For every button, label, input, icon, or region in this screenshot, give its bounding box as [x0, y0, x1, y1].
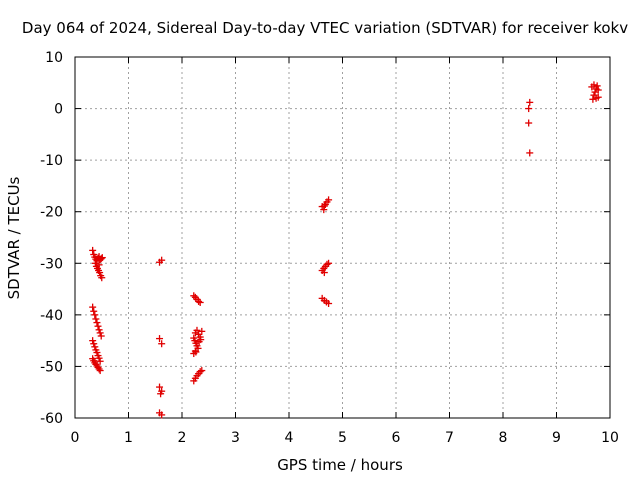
- data-point: [89, 303, 97, 311]
- data-point: [95, 354, 103, 362]
- y-tick-label: -30: [40, 256, 63, 272]
- data-point: [589, 95, 597, 103]
- data-point: [98, 274, 106, 282]
- data-point: [97, 332, 105, 340]
- data-point: [93, 319, 101, 327]
- x-tick-label: 9: [552, 430, 561, 446]
- data-point: [323, 260, 331, 268]
- axis-ticks: [74, 56, 611, 419]
- data-point: [158, 411, 166, 419]
- x-tick-label: 5: [338, 430, 347, 446]
- data-point: [93, 349, 101, 357]
- data-point: [98, 254, 106, 262]
- x-tick-label: 3: [231, 430, 240, 446]
- x-axis-title: GPS time / hours: [277, 456, 403, 474]
- data-point: [195, 297, 203, 305]
- data-point: [95, 365, 103, 373]
- x-tick-label: 4: [285, 430, 294, 446]
- x-tick-label: 10: [601, 430, 619, 446]
- y-tick-label: -50: [40, 359, 63, 375]
- data-point: [89, 337, 97, 345]
- chart-title: Day 064 of 2024, Sidereal Day-to-day VTE…: [22, 19, 628, 37]
- data-point: [526, 98, 534, 106]
- data-point: [94, 322, 102, 330]
- data-point: [198, 327, 206, 335]
- data-point: [95, 261, 103, 269]
- data-point: [91, 343, 99, 351]
- data-point: [92, 315, 100, 323]
- data-point: [525, 119, 533, 127]
- data-point: [192, 348, 200, 356]
- grid: [75, 57, 610, 418]
- data-point: [96, 329, 104, 337]
- x-tick-label: 0: [71, 430, 80, 446]
- data-point: [158, 340, 166, 348]
- data-point: [196, 368, 204, 376]
- y-tick-label: 0: [54, 102, 63, 118]
- data-point: [526, 149, 534, 157]
- data-point: [157, 390, 165, 398]
- data-point: [320, 202, 328, 210]
- y-tick-labels: -60 -50 -40 -30 -20 -10 0 10: [40, 50, 63, 427]
- y-tick-label: -10: [40, 153, 63, 169]
- x-tick-label: 8: [499, 430, 508, 446]
- y-tick-label: 10: [45, 50, 63, 66]
- data-point: [593, 82, 601, 90]
- data-point: [156, 335, 164, 343]
- x-tick-labels: 0 1 2 3 4 5 6 7 8 9 10: [71, 430, 619, 446]
- x-tick-label: 7: [445, 430, 454, 446]
- y-tick-label: -20: [40, 205, 63, 221]
- data-point: [156, 383, 164, 391]
- data-point: [91, 259, 99, 267]
- data-point: [90, 340, 98, 348]
- y-tick-label: -40: [40, 308, 63, 324]
- data-point: [325, 259, 333, 267]
- y-axis-title: SDTVAR / TECUs: [5, 176, 23, 299]
- data-point: [592, 94, 600, 102]
- data-points: [89, 81, 602, 419]
- data-point: [190, 292, 198, 300]
- data-point: [158, 256, 166, 264]
- data-point: [525, 105, 533, 113]
- data-point: [90, 307, 98, 315]
- x-tick-label: 1: [124, 430, 133, 446]
- data-point: [198, 367, 206, 375]
- data-point: [96, 357, 104, 365]
- x-tick-label: 6: [392, 430, 401, 446]
- x-tick-label: 2: [178, 430, 187, 446]
- y-tick-label: -60: [40, 411, 63, 427]
- data-point: [193, 326, 201, 334]
- data-point: [96, 367, 104, 375]
- data-point: [89, 246, 97, 254]
- data-point: [325, 196, 333, 204]
- data-point: [91, 311, 99, 319]
- data-point: [325, 300, 333, 308]
- data-point: [197, 336, 205, 344]
- data-point: [97, 255, 105, 263]
- data-point: [588, 83, 596, 91]
- data-point: [320, 269, 328, 277]
- data-point: [594, 86, 602, 94]
- data-point: [96, 269, 104, 277]
- data-point: [95, 326, 103, 334]
- data-point: [196, 298, 204, 306]
